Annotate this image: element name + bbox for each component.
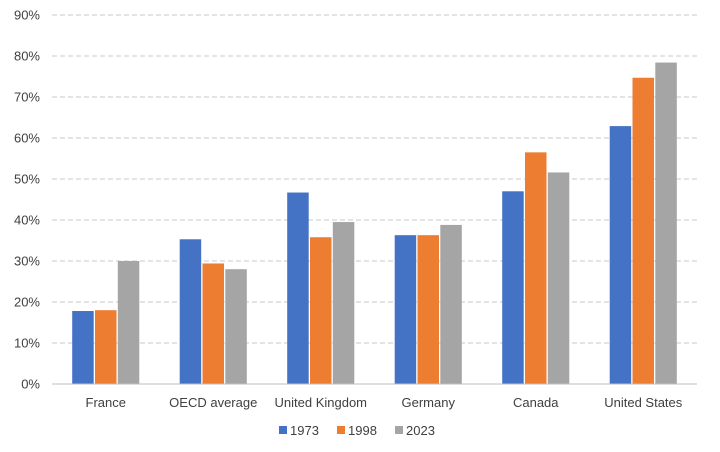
legend-swatch-1973 [279, 426, 287, 434]
y-tick-label: 60% [14, 131, 40, 146]
bar-1973-oecd-average [179, 239, 202, 384]
x-tick-label: France [86, 395, 126, 410]
bar-1998-germany [417, 235, 439, 384]
legend-swatch-1998 [337, 426, 345, 434]
bar-1973-united-states [609, 126, 632, 385]
bar-1998-canada [525, 152, 547, 384]
x-tick-label: United States [604, 395, 683, 410]
bar-2023-germany [440, 224, 462, 384]
y-tick-label: 70% [14, 90, 40, 105]
bar-1998-oecd-average [202, 263, 224, 384]
y-tick-label: 40% [14, 213, 40, 228]
bars [72, 62, 677, 385]
y-tick-label: 20% [14, 295, 40, 310]
x-axis: France OECD average United Kingdom Germany C… [86, 395, 683, 410]
bar-2023-oecd-average [225, 269, 247, 384]
y-axis: 0% 10% 20% 30% 40% 50% 60% 70% 80% 90% [14, 8, 40, 392]
y-tick-label: 10% [14, 336, 40, 351]
bar-2023-united-states [655, 62, 677, 385]
bar-1998-united-states [632, 77, 654, 384]
x-tick-label: United Kingdom [275, 395, 368, 410]
bar-2023-france [117, 261, 140, 384]
legend-swatch-2023 [395, 426, 403, 434]
y-tick-label: 90% [14, 8, 40, 23]
bar-1973-germany [394, 235, 417, 384]
legend-label-1973: 1973 [290, 423, 319, 438]
bar-1973-united-kingdom [287, 192, 309, 384]
y-tick-label: 30% [14, 254, 40, 269]
bar-1998-united-kingdom [310, 237, 332, 384]
y-tick-label: 50% [14, 172, 40, 187]
x-tick-label: Germany [402, 395, 456, 410]
bar-2023-united-kingdom [332, 222, 355, 384]
bar-1973-france [72, 311, 94, 384]
legend-label-2023: 2023 [406, 423, 435, 438]
legend-label-1998: 1998 [348, 423, 377, 438]
bar-1998-france [95, 310, 117, 384]
y-tick-label: 0% [21, 377, 40, 392]
legend: 1973 1998 2023 [279, 423, 435, 438]
x-tick-label: Canada [513, 395, 559, 410]
gridlines [52, 14, 697, 344]
bar-2023-canada [547, 172, 570, 384]
x-tick-label: OECD average [169, 395, 257, 410]
bar-1973-canada [502, 191, 524, 384]
y-tick-label: 80% [14, 49, 40, 64]
